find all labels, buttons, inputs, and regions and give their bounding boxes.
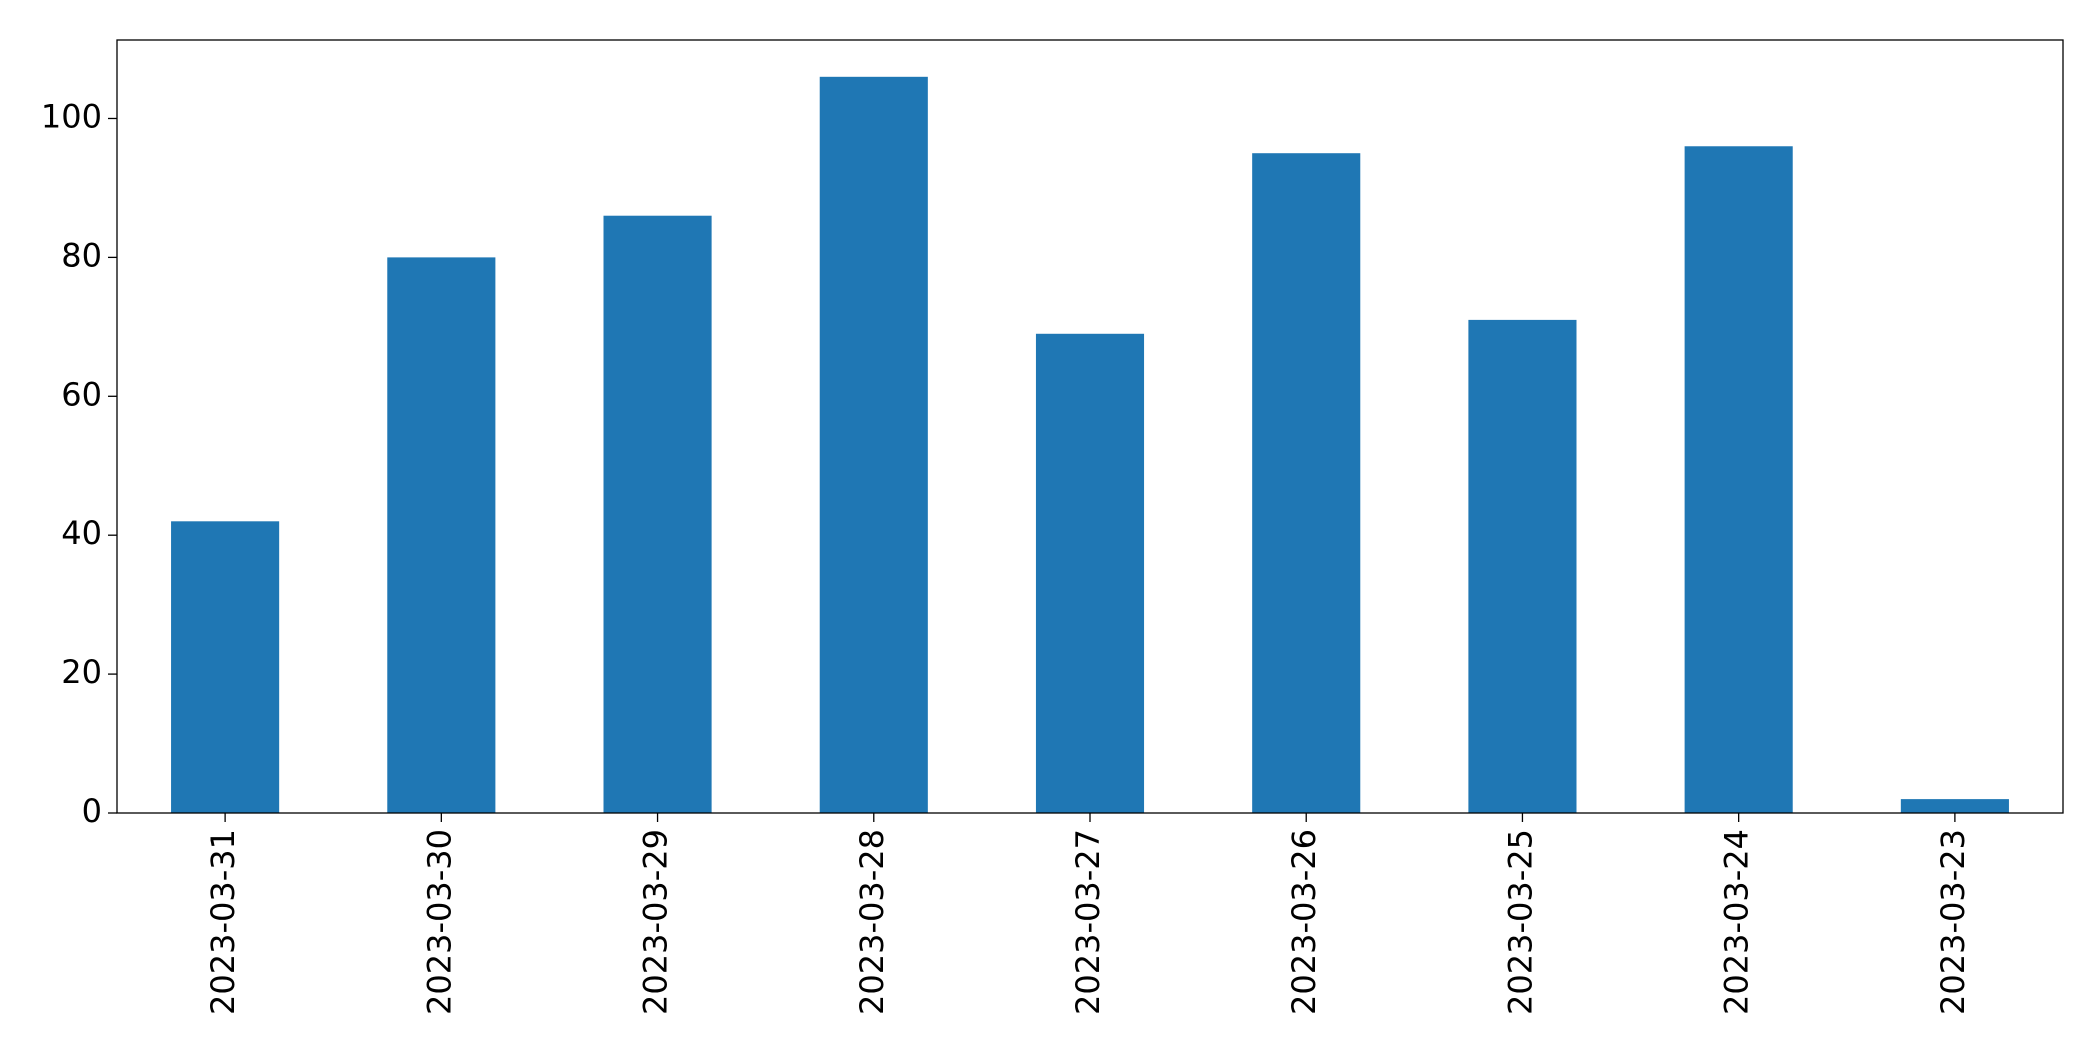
bar: [603, 215, 712, 814]
bar: [387, 257, 496, 814]
x-tick-label: 2023-03-29: [637, 829, 675, 1015]
bar: [1252, 153, 1361, 813]
bar: [1468, 319, 1577, 813]
bar: [171, 521, 280, 813]
x-tick-label: 2023-03-27: [1069, 829, 1107, 1015]
bar: [819, 76, 928, 814]
x-tick-label: 2023-03-23: [1934, 829, 1972, 1015]
bar: [1035, 333, 1145, 813]
y-tick-label: 20: [61, 653, 102, 691]
x-tick-label: 2023-03-28: [853, 829, 891, 1015]
x-tick-label: 2023-03-26: [1285, 829, 1323, 1015]
x-tick-label: 2023-03-24: [1718, 829, 1756, 1015]
bar: [1900, 799, 2009, 813]
y-tick-label: 100: [41, 97, 102, 135]
x-tick-label: 2023-03-31: [204, 829, 242, 1015]
y-tick-label: 0: [82, 792, 102, 830]
x-tick-label: 2023-03-30: [420, 829, 458, 1015]
y-tick-label: 40: [61, 514, 102, 552]
x-tick-label: 2023-03-25: [1501, 829, 1539, 1015]
y-tick-label: 60: [61, 375, 102, 413]
y-tick-label: 80: [61, 236, 102, 274]
bar: [1684, 146, 1793, 813]
plot-frame: [116, 39, 2064, 814]
